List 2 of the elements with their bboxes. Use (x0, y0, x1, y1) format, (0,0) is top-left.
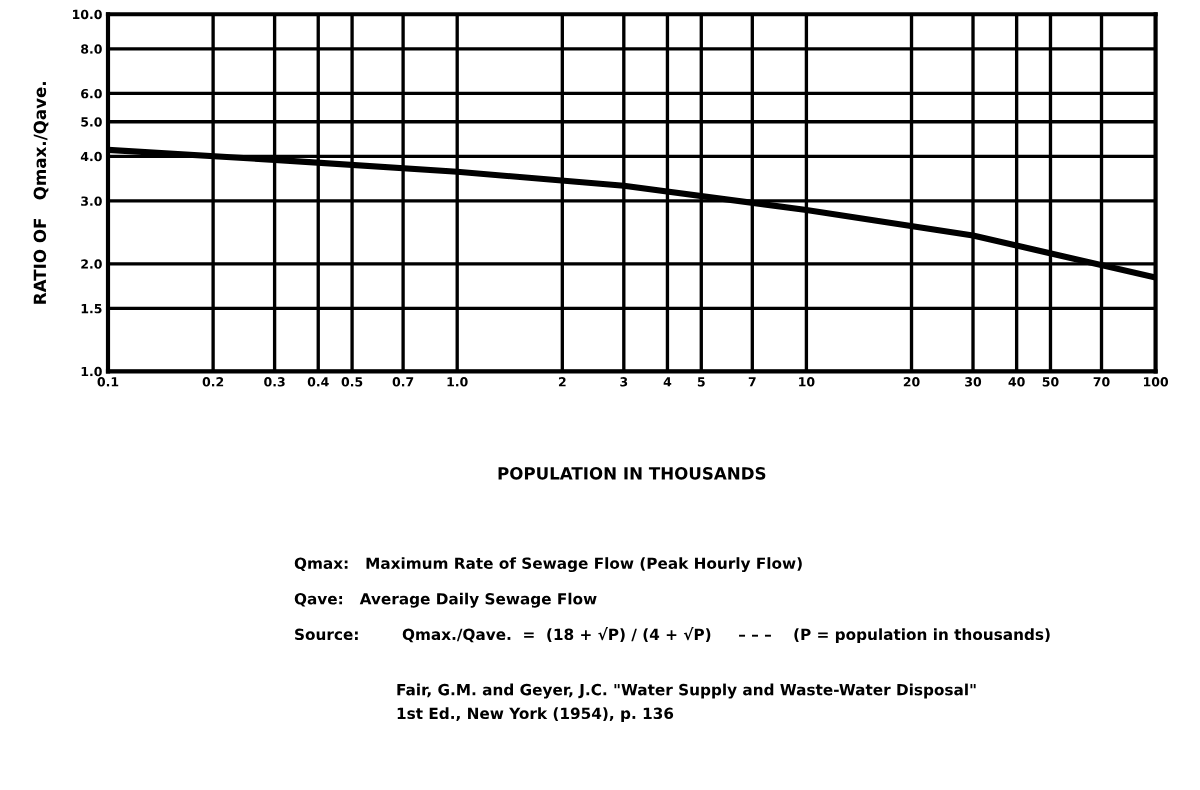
x-axis-title: POPULATION IN THOUSANDS (498, 467, 766, 480)
y-axis-title: RATIO OF Qmax./Qave. (33, 82, 49, 304)
